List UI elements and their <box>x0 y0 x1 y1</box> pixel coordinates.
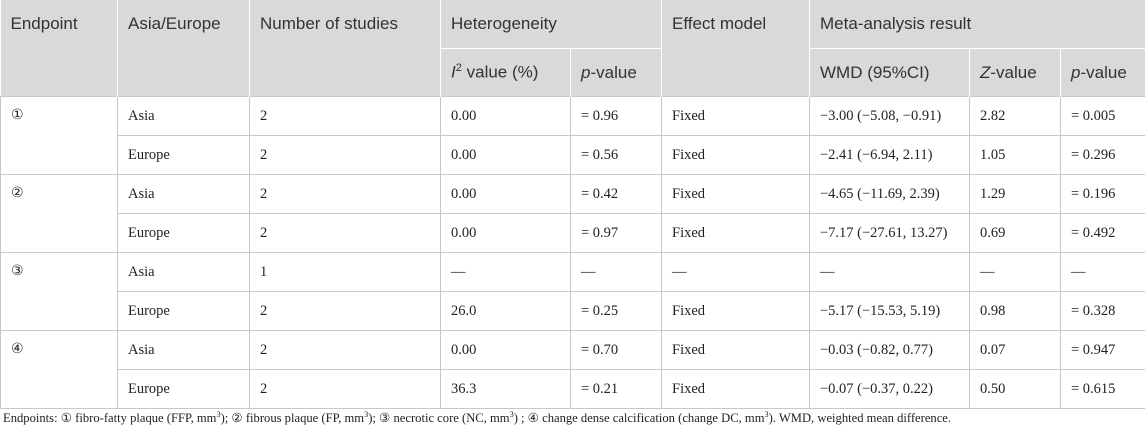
p-cell: = 0.615 <box>1059 369 1145 409</box>
col-wmd-header: WMD (95%CI) <box>809 48 970 97</box>
model-cell: Fixed <box>661 330 810 370</box>
region-cell: Europe <box>117 291 250 331</box>
region-cell: Asia <box>117 174 250 214</box>
col-p-het-header: p-value <box>570 48 662 97</box>
region-cell: Europe <box>117 213 250 253</box>
z-cell: 1.29 <box>969 174 1061 214</box>
wmd-cell: −4.65 (−11.69, 2.39) <box>809 174 970 214</box>
model-cell: Fixed <box>661 96 810 136</box>
p-cell: = 0.196 <box>1059 174 1145 214</box>
i2-cell: 0.00 <box>440 213 571 253</box>
region-cell: Europe <box>117 369 250 409</box>
studies-cell: 2 <box>249 213 441 253</box>
model-cell: Fixed <box>661 369 810 409</box>
wmd-cell: −3.00 (−5.08, −0.91) <box>809 96 970 136</box>
z-cell: 2.82 <box>969 96 1061 136</box>
i2-cell: 36.3 <box>440 369 571 409</box>
header-row-primary: Endpoint Asia/Europe Number of studies H… <box>0 0 1145 49</box>
header-blank <box>117 48 250 97</box>
i2-cell: — <box>440 252 571 292</box>
endpoint-cell: ② <box>0 174 118 253</box>
model-cell: Fixed <box>661 213 810 253</box>
endpoint-cell: ④ <box>0 330 118 409</box>
studies-cell: 2 <box>249 135 441 175</box>
region-cell: Asia <box>117 330 250 370</box>
col-heterogeneity-header: Heterogeneity <box>440 0 662 49</box>
model-cell: Fixed <box>661 174 810 214</box>
p-cell: = 0.328 <box>1059 291 1145 331</box>
i2-cell: 0.00 <box>440 174 571 214</box>
wmd-cell: −2.41 (−6.94, 2.11) <box>809 135 970 175</box>
table-row: Europe 2 36.3 = 0.21 Fixed −0.07 (−0.37,… <box>1 369 1145 409</box>
studies-cell: 2 <box>249 174 441 214</box>
wmd-cell: −0.07 (−0.37, 0.22) <box>809 369 970 409</box>
region-cell: Asia <box>117 96 250 136</box>
z-cell: 0.98 <box>969 291 1061 331</box>
i2-cell: 0.00 <box>440 96 571 136</box>
col-meta-result-header: Meta-analysis result <box>808 0 1145 49</box>
region-cell: Asia <box>117 252 250 292</box>
results-table: Endpoint Asia/Europe Number of studies H… <box>0 0 1145 409</box>
col-region-header: Asia/Europe <box>117 0 250 49</box>
table-row: Europe 2 0.00 = 0.97 Fixed −7.17 (−27.61… <box>1 213 1145 253</box>
p-het-cell: = 0.56 <box>570 135 662 175</box>
studies-cell: 2 <box>249 369 441 409</box>
i2-cell: 26.0 <box>440 291 571 331</box>
col-i2-header: I2 value (%) <box>440 48 571 97</box>
header-row-secondary: I2 value (%) p-value WMD (95%CI) Z-value… <box>0 48 1145 97</box>
p-cell: = 0.492 <box>1059 213 1145 253</box>
col-endpoint-header: Endpoint <box>0 0 118 49</box>
z-cell: 0.69 <box>969 213 1061 253</box>
model-cell: — <box>661 252 810 292</box>
wmd-cell: −5.17 (−15.53, 5.19) <box>809 291 970 331</box>
studies-cell: 2 <box>249 291 441 331</box>
studies-cell: 2 <box>249 330 441 370</box>
p-het-cell: = 0.42 <box>570 174 662 214</box>
wmd-cell: −7.17 (−27.61, 13.27) <box>809 213 970 253</box>
col-studies-header: Number of studies <box>249 0 441 49</box>
col-p-header: p-value <box>1059 48 1145 97</box>
header-blank <box>0 48 118 97</box>
table-row: Europe 2 26.0 = 0.25 Fixed −5.17 (−15.53… <box>1 291 1145 331</box>
z-cell: 0.07 <box>969 330 1061 370</box>
table-body: ① Asia 2 0.00 = 0.96 Fixed −3.00 (−5.08,… <box>0 96 1145 409</box>
z-cell: 0.50 <box>969 369 1061 409</box>
table-footnote: Endpoints: ① fibro-fatty plaque (FFP, mm… <box>3 410 952 426</box>
col-z-header: Z-value <box>969 48 1061 97</box>
region-cell: Europe <box>117 135 250 175</box>
model-cell: Fixed <box>661 291 810 331</box>
wmd-cell: −0.03 (−0.82, 0.77) <box>809 330 970 370</box>
endpoint-cell: ③ <box>0 252 118 331</box>
table-row: ③ Asia 1 — — — — — — <box>0 252 1145 331</box>
table-row: Europe 2 0.00 = 0.56 Fixed −2.41 (−6.94,… <box>1 135 1145 175</box>
p-cell: = 0.947 <box>1059 330 1145 370</box>
col-effect-model-header: Effect model <box>661 0 810 49</box>
header-blank <box>249 48 441 97</box>
p-het-cell: = 0.21 <box>570 369 662 409</box>
z-cell: — <box>969 252 1061 292</box>
p-het-cell: = 0.70 <box>570 330 662 370</box>
p-het-cell: = 0.25 <box>570 291 662 331</box>
i2-cell: 0.00 <box>440 135 571 175</box>
endpoint-cell: ① <box>0 96 118 175</box>
studies-cell: 2 <box>249 96 441 136</box>
table-row: ① Asia 2 0.00 = 0.96 Fixed −3.00 (−5.08,… <box>0 96 1145 175</box>
p-cell: = 0.296 <box>1059 135 1145 175</box>
wmd-cell: — <box>809 252 970 292</box>
table-row: ④ Asia 2 0.00 = 0.70 Fixed −0.03 (−0.82,… <box>0 330 1145 409</box>
table-row: ② Asia 2 0.00 = 0.42 Fixed −4.65 (−11.69… <box>0 174 1145 253</box>
model-cell: Fixed <box>661 135 810 175</box>
p-het-cell: = 0.96 <box>570 96 662 136</box>
z-cell: 1.05 <box>969 135 1061 175</box>
p-cell: = 0.005 <box>1059 96 1145 136</box>
studies-cell: 1 <box>249 252 441 292</box>
p-cell: — <box>1059 252 1145 292</box>
p-het-cell: — <box>570 252 662 292</box>
header-blank <box>661 48 810 97</box>
i2-cell: 0.00 <box>440 330 571 370</box>
p-het-cell: = 0.97 <box>570 213 662 253</box>
